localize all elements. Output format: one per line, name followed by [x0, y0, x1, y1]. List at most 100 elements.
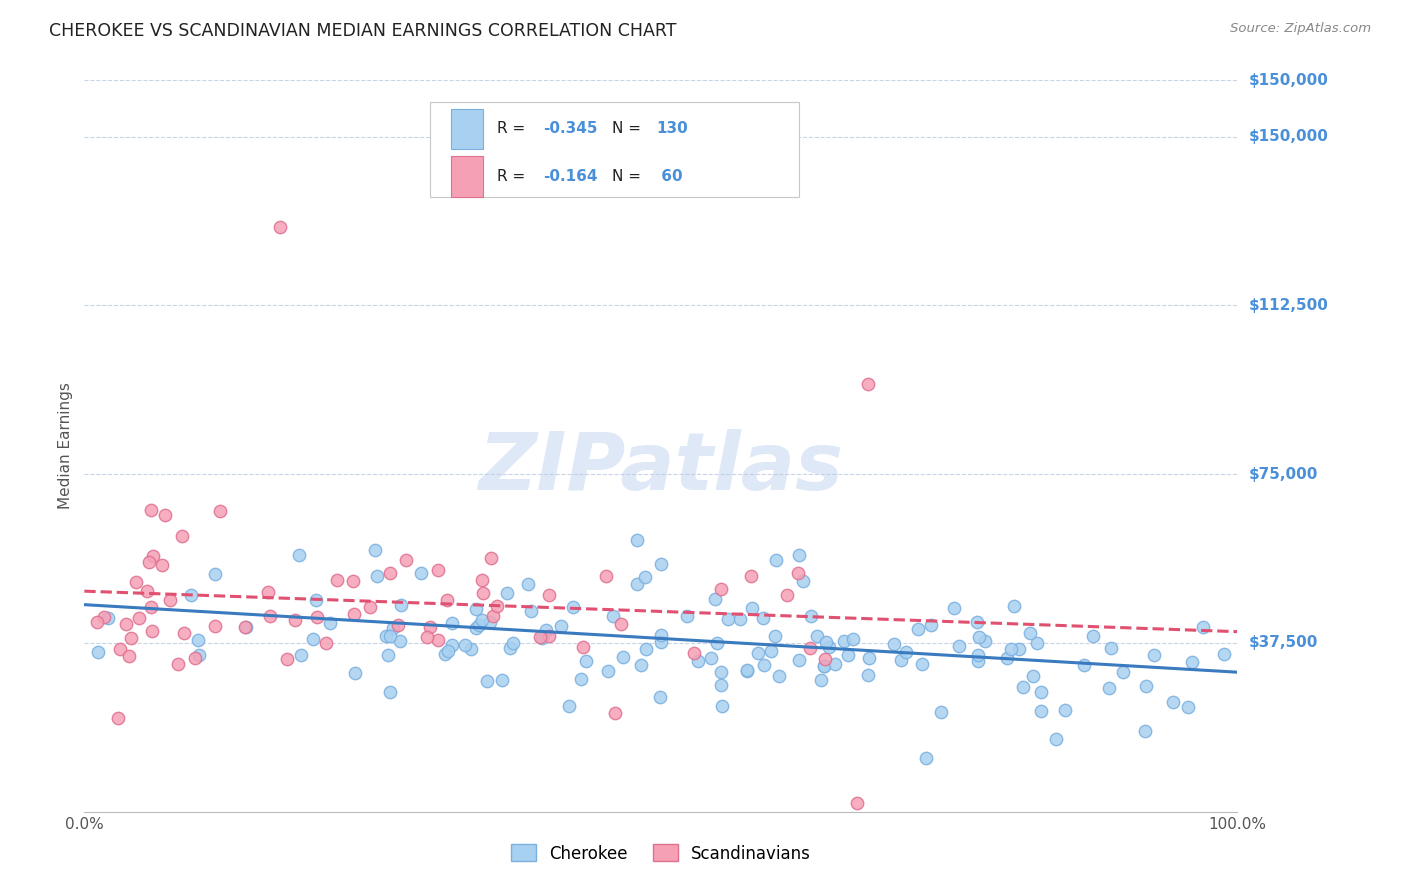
Point: [813, 658, 835, 673]
Point: [709, 678, 731, 692]
Text: R =: R =: [498, 121, 530, 136]
Point: [115, 617, 138, 632]
Point: [170, 529, 193, 543]
Point: [768, 669, 790, 683]
Point: [537, 630, 560, 644]
Point: [907, 622, 929, 636]
Point: [364, 543, 387, 558]
Point: [752, 658, 775, 673]
Point: [1133, 723, 1156, 738]
Point: [441, 616, 464, 631]
Point: [1031, 685, 1053, 699]
Point: [818, 640, 841, 654]
Point: [634, 641, 657, 656]
Point: [704, 591, 727, 606]
Point: [434, 648, 457, 662]
Point: [465, 621, 488, 635]
Text: N =: N =: [613, 169, 647, 184]
Point: [602, 608, 624, 623]
Point: [562, 599, 585, 614]
Point: [706, 636, 728, 650]
Point: [427, 563, 450, 577]
Point: [648, 690, 671, 705]
Point: [1004, 599, 1026, 614]
Point: [389, 598, 412, 612]
Point: [603, 706, 626, 720]
Point: [752, 611, 775, 625]
Point: [475, 673, 498, 688]
Point: [814, 652, 837, 666]
Point: [626, 533, 648, 547]
Text: N =: N =: [613, 121, 647, 136]
Point: [204, 619, 226, 633]
Point: [139, 503, 162, 517]
FancyBboxPatch shape: [451, 109, 484, 149]
Point: [153, 508, 176, 522]
Point: [858, 651, 880, 665]
Text: $37,500: $37,500: [1249, 635, 1317, 650]
Point: [759, 644, 782, 658]
Text: $112,500: $112,500: [1249, 298, 1329, 313]
Point: [799, 641, 821, 656]
Point: [824, 657, 846, 671]
Point: [520, 605, 543, 619]
Text: Source: ZipAtlas.com: Source: ZipAtlas.com: [1230, 22, 1371, 36]
Point: [301, 632, 323, 646]
Point: [235, 620, 257, 634]
Point: [287, 549, 309, 563]
Point: [1112, 665, 1135, 680]
Point: [929, 705, 952, 719]
Point: [1053, 703, 1076, 717]
Point: [87, 645, 110, 659]
Point: [319, 616, 342, 631]
Point: [595, 569, 617, 583]
Text: -0.164: -0.164: [543, 169, 598, 184]
Point: [571, 672, 593, 686]
Point: [550, 619, 572, 633]
Point: [86, 615, 108, 630]
Point: [711, 699, 734, 714]
Point: [479, 550, 502, 565]
Point: [1099, 640, 1122, 655]
Point: [710, 665, 733, 679]
Text: CHEROKEE VS SCANDINAVIAN MEDIAN EARNINGS CORRELATION CHART: CHEROKEE VS SCANDINAVIAN MEDIAN EARNINGS…: [49, 22, 676, 40]
Point: [1083, 629, 1105, 643]
Point: [184, 651, 207, 665]
Point: [1045, 732, 1067, 747]
Point: [436, 644, 458, 658]
Point: [1031, 704, 1053, 718]
Point: [740, 568, 762, 582]
Point: [150, 558, 173, 573]
Point: [125, 574, 148, 589]
Point: [1177, 700, 1199, 714]
Point: [426, 632, 449, 647]
Point: [538, 588, 561, 602]
Y-axis label: Median Earnings: Median Earnings: [58, 383, 73, 509]
Point: [138, 555, 160, 569]
Point: [108, 642, 131, 657]
Point: [686, 654, 709, 668]
Point: [167, 657, 190, 671]
Point: [792, 574, 814, 589]
Point: [948, 639, 970, 653]
Text: 60: 60: [657, 169, 683, 184]
Point: [517, 577, 540, 591]
Point: [502, 635, 524, 649]
Point: [342, 574, 364, 588]
Point: [1007, 641, 1029, 656]
Point: [845, 796, 868, 810]
Point: [481, 609, 503, 624]
Point: [468, 618, 491, 632]
Point: [787, 652, 810, 666]
Point: [118, 648, 141, 663]
Point: [208, 504, 231, 518]
Point: [381, 621, 404, 635]
Point: [763, 629, 786, 643]
Point: [180, 588, 202, 602]
Point: [375, 629, 398, 643]
Point: [471, 573, 494, 587]
Point: [233, 620, 256, 634]
Point: [479, 615, 502, 629]
Point: [572, 640, 595, 654]
Point: [967, 654, 990, 668]
